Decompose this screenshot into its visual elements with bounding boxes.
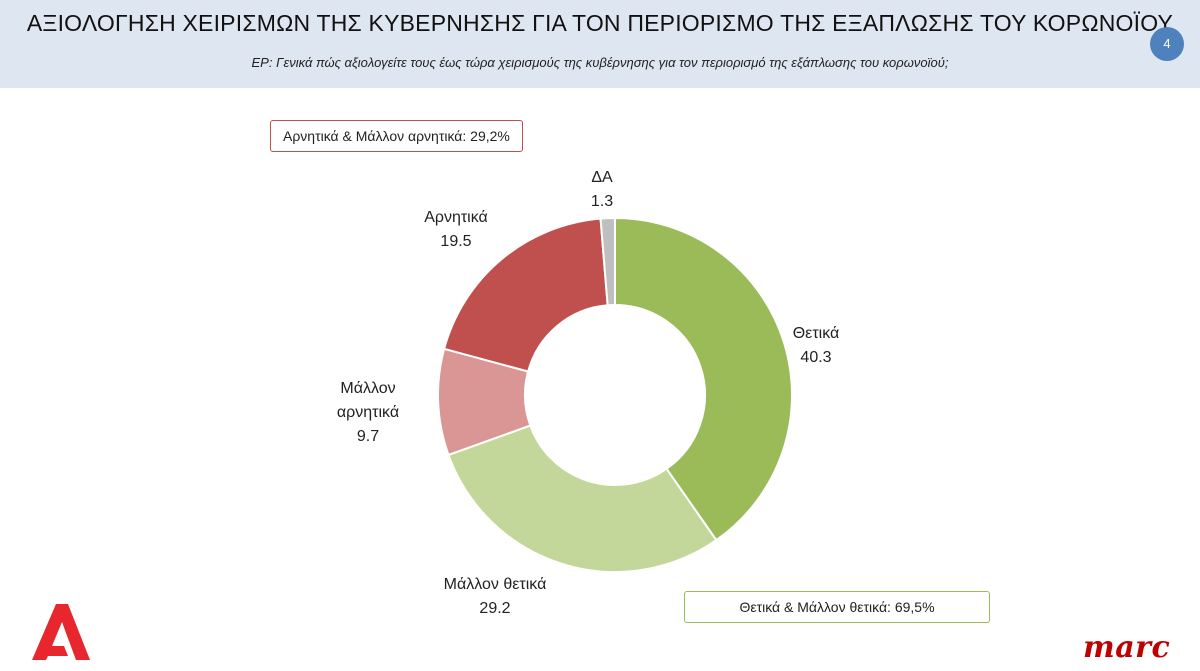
donut-slice-da xyxy=(599,216,616,307)
category-label-mallon-arnitika-line1: Μάλλον xyxy=(340,380,396,397)
category-label-mallon-thetika: Μάλλον θετικά xyxy=(443,576,547,593)
positive-summary-box: Θετικά & Μάλλον θετικά: 69,5% xyxy=(684,591,990,623)
category-label-mallon-arnitika-line2: αρνητικά xyxy=(336,404,400,421)
negative-summary-box: Αρνητικά & Μάλλον αρνητικά: 29,2% xyxy=(270,120,523,152)
label-group-mallon-arnitika: Μάλλον αρνητικά 9.7 xyxy=(318,377,418,449)
value-label-da: 1.3 xyxy=(590,193,614,210)
label-group-thetika: Θετικά 40.3 xyxy=(766,322,866,370)
marc-logo: marc xyxy=(1083,630,1171,665)
category-label-arnitika: Αρνητικά xyxy=(424,209,488,226)
label-group-da: ΔΑ 1.3 xyxy=(572,166,632,214)
donut-slice-mallon-thetika xyxy=(447,424,718,573)
value-label-thetika: 40.3 xyxy=(800,349,832,366)
value-label-arnitika: 19.5 xyxy=(440,233,472,250)
label-group-arnitika: Αρνητικά 19.5 xyxy=(406,206,506,254)
donut-slice-arnitika xyxy=(442,217,609,373)
label-group-mallon-thetika: Μάλλον θετικά 29.2 xyxy=(420,573,570,621)
value-label-mallon-arnitika: 9.7 xyxy=(356,428,380,445)
value-label-mallon-thetika: 29.2 xyxy=(479,600,511,617)
donut-slice-thetika xyxy=(614,216,793,542)
question-subtitle: ΕΡ: Γενικά πώς αξιολογείτε τους έως τώρα… xyxy=(251,55,949,70)
category-label-thetika: Θετικά xyxy=(792,325,840,342)
header-banner: ΑΞΙΟΛΟΓΗΣΗ ΧΕΙΡΙΣΜΩΝ ΤΗΣ ΚΥΒΕΡΝΗΣΗΣ ΓΙΑ … xyxy=(0,0,1200,88)
alpha-tv-logo xyxy=(26,600,94,669)
page-number-badge: 4 xyxy=(1150,27,1184,61)
category-label-da: ΔΑ xyxy=(591,169,613,186)
page-title: ΑΞΙΟΛΟΓΗΣΗ ΧΕΙΡΙΣΜΩΝ ΤΗΣ ΚΥΒΕΡΝΗΣΗΣ ΓΙΑ … xyxy=(26,10,1174,36)
